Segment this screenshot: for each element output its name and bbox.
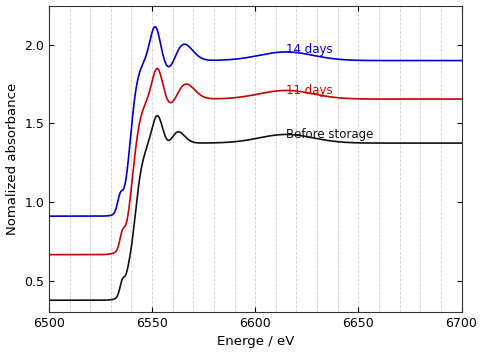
Text: 14 days: 14 days — [286, 43, 333, 56]
Text: 11 days: 11 days — [286, 84, 333, 97]
X-axis label: Energe / eV: Energe / eV — [216, 336, 294, 348]
Text: Before storage: Before storage — [286, 128, 373, 141]
Y-axis label: Nomalized absorbance: Nomalized absorbance — [6, 83, 18, 235]
